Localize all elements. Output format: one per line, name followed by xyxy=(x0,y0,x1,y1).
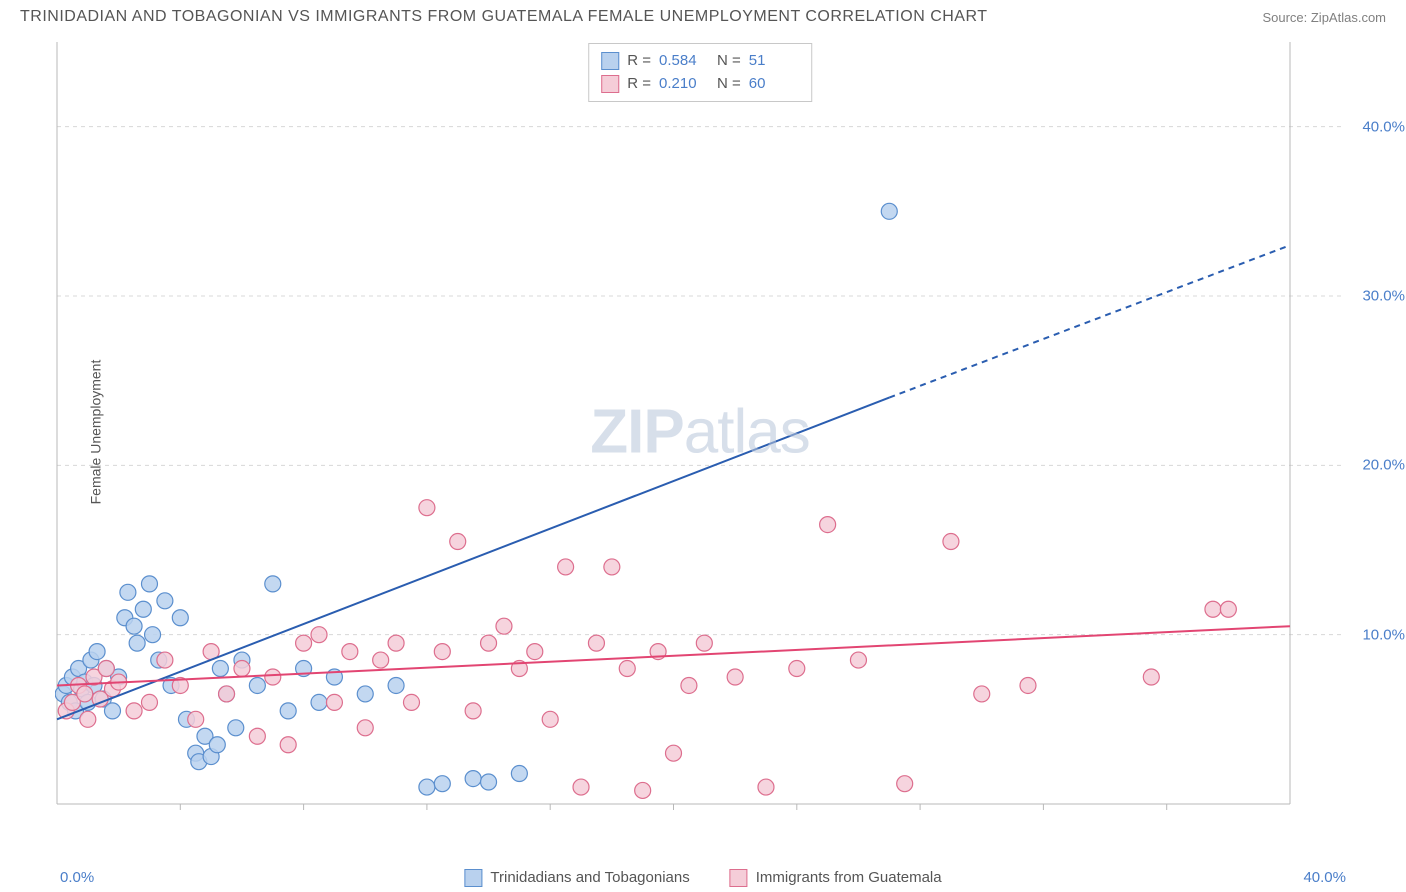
n-value-2: 60 xyxy=(749,73,799,96)
stats-legend: R = 0.584 N = 51 R = 0.210 N = 60 xyxy=(588,43,812,102)
n-label: N = xyxy=(717,73,741,96)
legend-item-2: Immigrants from Guatemala xyxy=(730,869,942,887)
swatch-series-1 xyxy=(464,869,482,887)
n-label: N = xyxy=(717,50,741,73)
r-value-1: 0.584 xyxy=(659,50,709,73)
y-tick-label: 20.0% xyxy=(1362,457,1405,474)
chart-title: TRINIDADIAN AND TOBAGONIAN VS IMMIGRANTS… xyxy=(20,8,988,26)
swatch-series-2 xyxy=(730,869,748,887)
x-max-label: 40.0% xyxy=(1303,869,1346,886)
bottom-legend-group: Trinidadians and Tobagonians Immigrants … xyxy=(464,869,941,887)
x-min-label: 0.0% xyxy=(60,869,94,886)
r-value-2: 0.210 xyxy=(659,73,709,96)
legend-label-2: Immigrants from Guatemala xyxy=(756,869,942,886)
stats-row-2: R = 0.210 N = 60 xyxy=(601,73,799,96)
r-label: R = xyxy=(627,73,651,96)
scatter-plot xyxy=(55,40,1345,824)
chart-header: TRINIDADIAN AND TOBAGONIAN VS IMMIGRANTS… xyxy=(0,0,1406,30)
swatch-series-2 xyxy=(601,75,619,93)
x-axis-legend: 0.0% Trinidadians and Tobagonians Immigr… xyxy=(0,869,1406,886)
y-tick-label: 30.0% xyxy=(1362,288,1405,305)
y-tick-label: 40.0% xyxy=(1362,118,1405,135)
swatch-series-1 xyxy=(601,52,619,70)
source-label: Source: ZipAtlas.com xyxy=(1262,10,1386,25)
n-value-1: 51 xyxy=(749,50,799,73)
chart-area: Female Unemployment ZIPatlas R = 0.584 N… xyxy=(55,40,1345,824)
y-tick-label: 10.0% xyxy=(1362,626,1405,643)
legend-item-1: Trinidadians and Tobagonians xyxy=(464,869,689,887)
legend-label-1: Trinidadians and Tobagonians xyxy=(490,869,689,886)
stats-row-1: R = 0.584 N = 51 xyxy=(601,50,799,73)
r-label: R = xyxy=(627,50,651,73)
